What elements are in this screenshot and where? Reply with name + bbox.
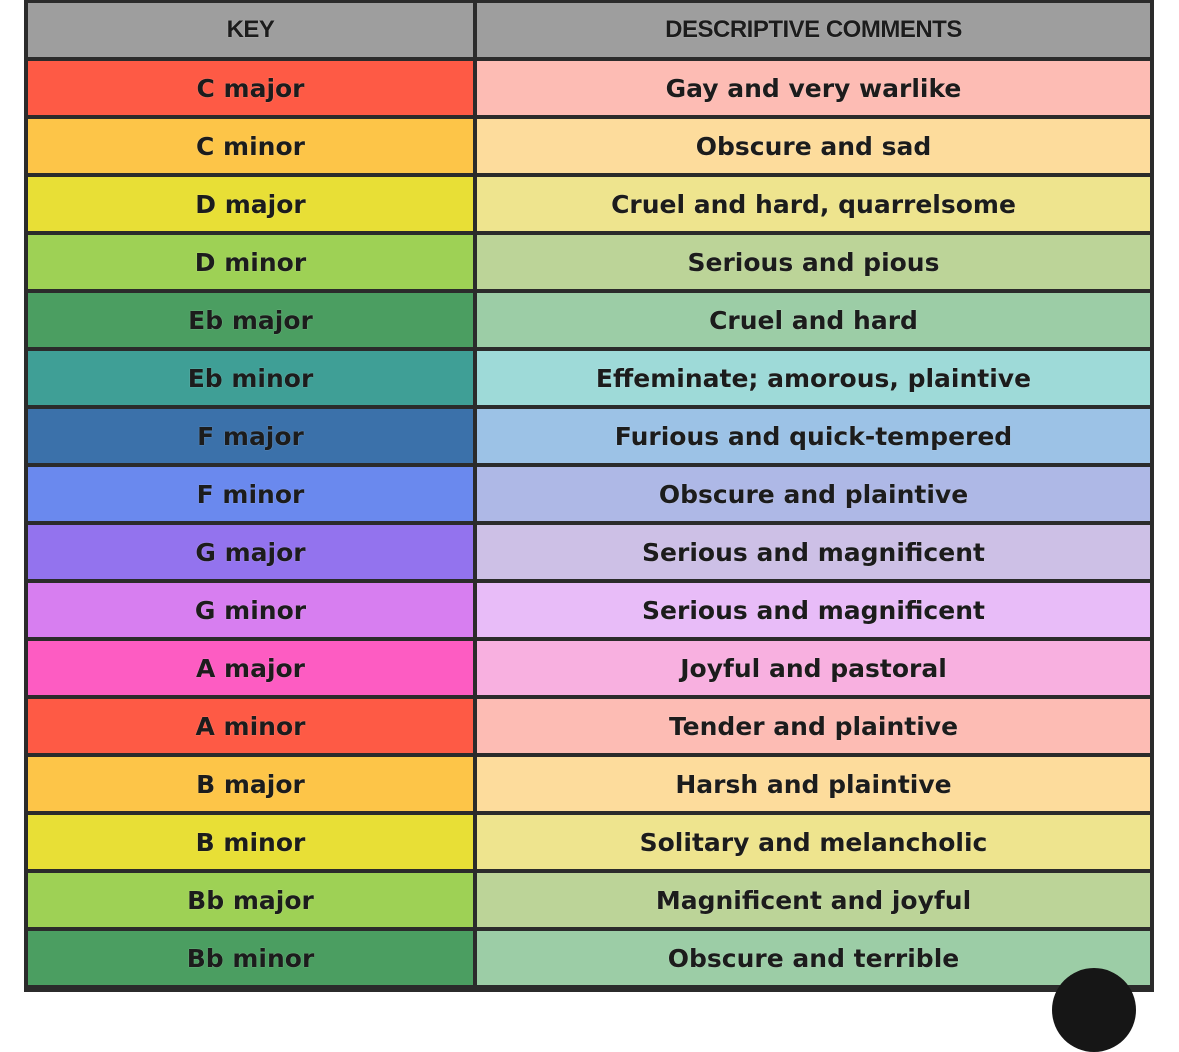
key-cell: Eb major <box>28 293 473 347</box>
comment-cell: Furious and quick-tempered <box>477 409 1150 463</box>
key-cell: Bb minor <box>28 931 473 985</box>
key-cell: Eb minor <box>28 351 473 405</box>
comment-cell: Effeminate; amorous, plaintive <box>477 351 1150 405</box>
key-cell: C minor <box>28 119 473 173</box>
table-row: Eb minor Effeminate; amorous, plaintive <box>28 351 1150 405</box>
table-row: B minor Solitary and melancholic <box>28 815 1150 869</box>
table-row: G minor Serious and magnificent <box>28 583 1150 637</box>
comment-cell: Serious and magnificent <box>477 525 1150 579</box>
key-cell: D minor <box>28 235 473 289</box>
table-body: C major Gay and very warlike C minor Obscur… <box>28 61 1150 985</box>
comment-cell: Obscure and plaintive <box>477 467 1150 521</box>
table-row: A major Joyful and pastoral <box>28 641 1150 695</box>
table-row: B major Harsh and plaintive <box>28 757 1150 811</box>
key-cell: B major <box>28 757 473 811</box>
table-row: C minor Obscure and sad <box>28 119 1150 173</box>
key-cell: D major <box>28 177 473 231</box>
comment-cell: Cruel and hard, quarrelsome <box>477 177 1150 231</box>
key-cell: G minor <box>28 583 473 637</box>
table-row: Bb major Magnificent and joyful <box>28 873 1150 927</box>
key-descriptions-table: KEY DESCRIPTIVE COMMENTS C major Gay and … <box>24 0 1154 989</box>
key-cell: F major <box>28 409 473 463</box>
table-row: Eb major Cruel and hard <box>28 293 1150 347</box>
key-cell: A major <box>28 641 473 695</box>
comment-cell: Solitary and melancholic <box>477 815 1150 869</box>
key-descriptions-table-frame: KEY DESCRIPTIVE COMMENTS C major Gay and … <box>24 0 1154 992</box>
key-cell: F minor <box>28 467 473 521</box>
key-cell: Bb major <box>28 873 473 927</box>
header-key: KEY <box>28 3 473 57</box>
header-row: KEY DESCRIPTIVE COMMENTS <box>28 3 1150 57</box>
floating-action-button[interactable] <box>1052 968 1136 1052</box>
table-row: F major Furious and quick-tempered <box>28 409 1150 463</box>
key-cell: A minor <box>28 699 473 753</box>
table-row: D minor Serious and pious <box>28 235 1150 289</box>
key-cell: G major <box>28 525 473 579</box>
table-row: F minor Obscure and plaintive <box>28 467 1150 521</box>
comment-cell: Obscure and sad <box>477 119 1150 173</box>
header-descriptive-comments: DESCRIPTIVE COMMENTS <box>477 3 1150 57</box>
comment-cell: Serious and pious <box>477 235 1150 289</box>
table-row: A minor Tender and plaintive <box>28 699 1150 753</box>
comment-cell: Cruel and hard <box>477 293 1150 347</box>
table-row: Bb minor Obscure and terrible <box>28 931 1150 985</box>
comment-cell: Joyful and pastoral <box>477 641 1150 695</box>
key-cell: B minor <box>28 815 473 869</box>
comment-cell: Harsh and plaintive <box>477 757 1150 811</box>
table-row: G major Serious and magnificent <box>28 525 1150 579</box>
comment-cell: Obscure and terrible <box>477 931 1150 985</box>
comment-cell: Tender and plaintive <box>477 699 1150 753</box>
comment-cell: Gay and very warlike <box>477 61 1150 115</box>
key-cell: C major <box>28 61 473 115</box>
table-row: D major Cruel and hard, quarrelsome <box>28 177 1150 231</box>
comment-cell: Magnificent and joyful <box>477 873 1150 927</box>
comment-cell: Serious and magnificent <box>477 583 1150 637</box>
table-row: C major Gay and very warlike <box>28 61 1150 115</box>
